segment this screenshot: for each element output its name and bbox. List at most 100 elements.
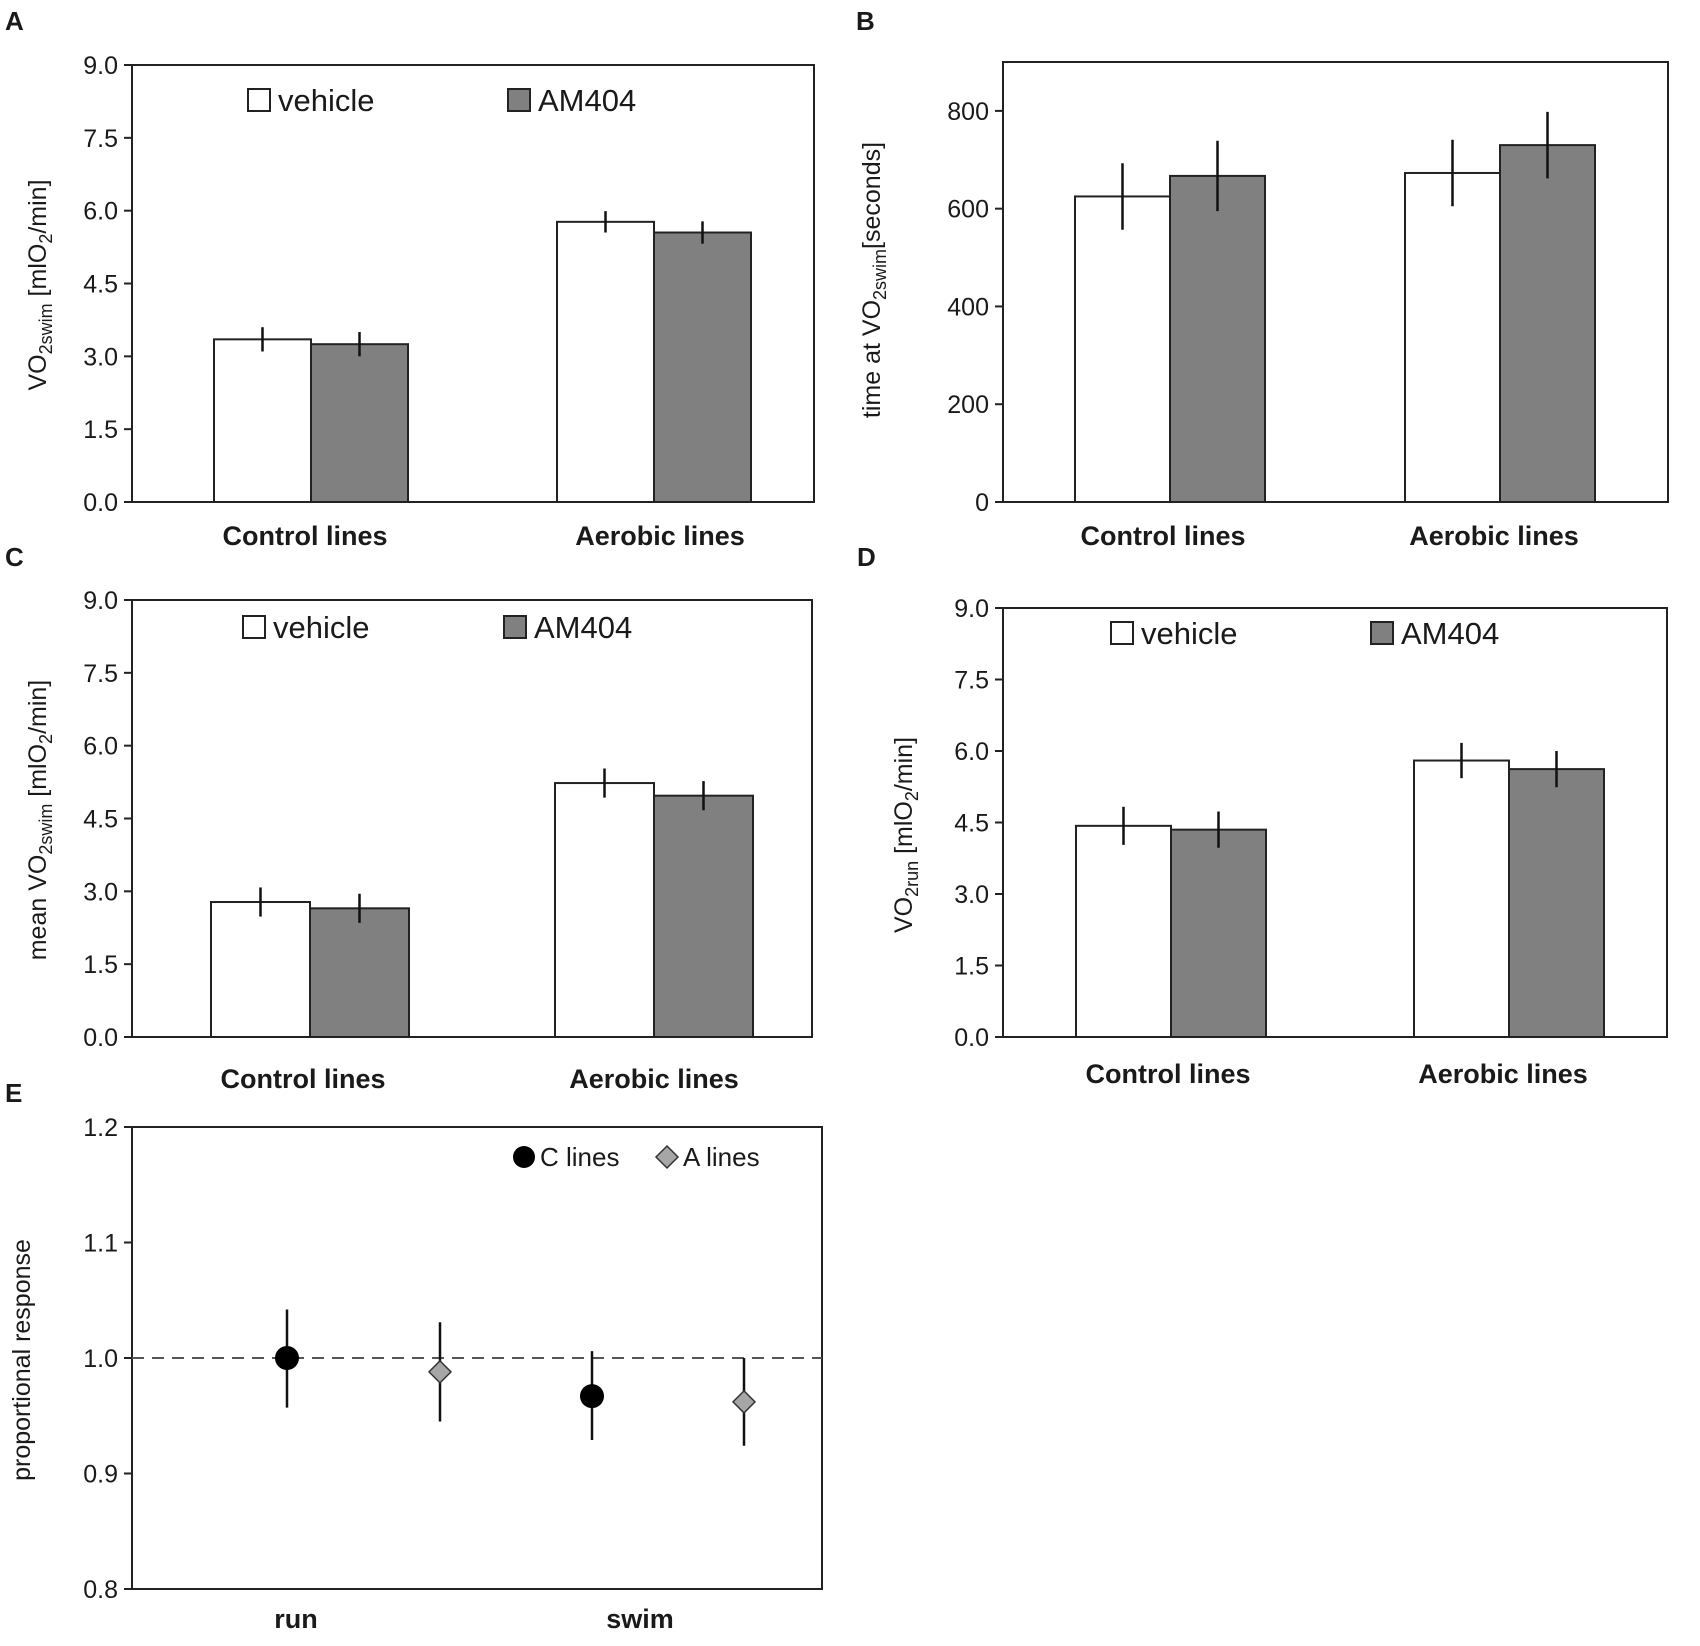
y-tick-label: 0.0	[954, 1024, 989, 1052]
y-axis-label-part: [mlO	[24, 744, 52, 804]
y-axis-label-part: 2swim	[36, 804, 56, 855]
panel-label: C	[5, 542, 24, 572]
y-axis-label-part: 2swim	[870, 249, 890, 300]
panel-E: E 0.8 0.9 1.0 1.1 1.2 run swim proportional resp…	[5, 1078, 823, 1634]
legend-label: vehicle	[273, 610, 370, 645]
y-axis-label-part: 2	[36, 234, 56, 244]
y-tick-label: 1.5	[83, 951, 118, 979]
y-tick-label: 3.0	[954, 881, 989, 909]
legend-swatch-am404	[1370, 621, 1394, 645]
y-tick-label: 0	[975, 489, 989, 517]
y-axis-label-part: /min]	[24, 179, 52, 233]
y-axis-label-part: /min]	[890, 737, 918, 791]
point-c-lines-run	[275, 1346, 299, 1370]
y-axis-label: time at VO2swim[seconds]	[858, 142, 890, 418]
panel-D: D 0.0 1.5 3.0 4.5 6.0 7.5 9.0 Control lines Aerob…	[857, 542, 1668, 1089]
legend-marker-c-lines	[513, 1146, 535, 1168]
bar-vehicle-control	[1075, 824, 1172, 1038]
x-category-label: run	[274, 1604, 318, 1634]
bar-am404-control	[1170, 828, 1267, 1039]
point-c-lines-swim	[580, 1384, 604, 1409]
bar-am404-aerobic	[653, 794, 754, 1038]
bar-am404-aerobic	[1499, 144, 1596, 503]
y-axis-label: VO2swim [mlO2/min]	[24, 179, 56, 390]
point-a-lines-run	[427, 1359, 453, 1384]
y-tick-label: 6.0	[83, 733, 118, 761]
legend-swatch-am404	[507, 88, 531, 112]
y-tick-label: 0.0	[83, 489, 118, 517]
panel-C: C 0.0 1.5 3.0 4.5 6.0 7.5 9.0 Control lines Aerob…	[5, 542, 813, 1094]
y-tick-label: 1.5	[954, 953, 989, 981]
x-category-label: Aerobic lines	[575, 521, 745, 551]
y-tick-label: 3.0	[83, 878, 118, 906]
x-category-label: Control lines	[1085, 1059, 1250, 1089]
bar-vehicle-control	[1074, 195, 1171, 503]
x-category-label: Aerobic lines	[1409, 521, 1579, 551]
legend: vehicle AM404	[1110, 616, 1499, 651]
y-axis-label-part: 2swim	[36, 303, 56, 354]
legend: vehicle AM404	[242, 610, 632, 645]
y-tick-label: 600	[947, 196, 989, 224]
legend-label: AM404	[1401, 616, 1499, 651]
y-tick-label: 400	[947, 293, 989, 321]
y-tick-label: 4.5	[83, 806, 118, 834]
legend-label: vehicle	[278, 83, 375, 118]
x-category-label: Control lines	[220, 1064, 385, 1094]
y-tick-label: 800	[947, 98, 989, 126]
legend-label: AM404	[538, 83, 636, 118]
y-tick-label: 4.5	[954, 810, 989, 838]
y-tick-label: 7.5	[954, 667, 989, 695]
legend-label: A lines	[683, 1142, 760, 1172]
x-category-label: Control lines	[222, 521, 387, 551]
bar-vehicle-aerobic	[556, 220, 655, 503]
y-axis-label-part: /min]	[24, 680, 52, 734]
y-axis-label-part: 2	[36, 734, 56, 744]
y-axis-label-part: VO	[890, 897, 918, 933]
y-tick-label: 7.5	[83, 125, 118, 153]
y-axis-label: mean VO2swim [mlO2/min]	[24, 680, 56, 961]
x-category-label: swim	[606, 1604, 674, 1634]
y-tick-label: 6.0	[954, 738, 989, 766]
y-axis-label-part: mean VO	[24, 855, 52, 961]
legend: vehicle AM404	[247, 83, 636, 118]
bar-am404-control	[310, 343, 409, 504]
y-tick-label: 9.0	[83, 587, 118, 615]
bar-vehicle-control	[210, 901, 311, 1039]
y-axis-label: VO2run [mlO2/min]	[890, 737, 922, 933]
y-tick-label: 0.8	[83, 1576, 118, 1604]
y-axis-label-part: [seconds]	[858, 142, 886, 249]
panel-label: B	[856, 6, 875, 36]
legend-label: C lines	[540, 1142, 619, 1172]
y-axis-label: proportional response	[8, 1239, 36, 1481]
y-tick-label: 200	[947, 391, 989, 419]
y-axis-label-part: [mlO	[24, 244, 52, 304]
bar-am404-aerobic	[1508, 768, 1605, 1038]
y-tick-label: 9.0	[954, 595, 989, 623]
y-tick-label: 4.5	[83, 271, 118, 299]
panel-B: B 0 200 400 600 800 Control lines Aerobic lines…	[856, 6, 1669, 551]
y-tick-label: 9.0	[83, 52, 118, 80]
x-category-label: Aerobic lines	[1418, 1059, 1588, 1089]
bar-vehicle-aerobic	[554, 782, 655, 1038]
legend-label: vehicle	[1141, 616, 1238, 651]
bar-am404-control	[309, 907, 410, 1038]
y-axis-label-part: 2run	[902, 861, 922, 897]
y-axis-label-part: 2	[902, 791, 922, 801]
y-tick-label: 3.0	[83, 343, 118, 371]
y-tick-label: 6.0	[83, 198, 118, 226]
y-tick-label: 1.2	[83, 1114, 118, 1142]
point-a-lines-swim	[731, 1389, 757, 1414]
x-category-label: Aerobic lines	[569, 1064, 739, 1094]
panel-label: A	[5, 6, 24, 36]
y-axis-label-part: time at VO	[858, 300, 886, 418]
bar-vehicle-aerobic	[1404, 171, 1501, 503]
legend: C lines A lines	[513, 1142, 760, 1172]
y-tick-label: 0.0	[83, 1024, 118, 1052]
bar-am404-aerobic	[653, 231, 752, 503]
panel-A: A 0.0 1.5 3.0 4.5 6.0 7.5 9.0 Control lines Aerob…	[5, 6, 815, 551]
y-tick-label: 0.9	[83, 1461, 118, 1489]
y-tick-label: 7.5	[83, 660, 118, 688]
legend-marker-a-lines	[654, 1144, 680, 1170]
legend-swatch-vehicle	[1110, 621, 1134, 645]
